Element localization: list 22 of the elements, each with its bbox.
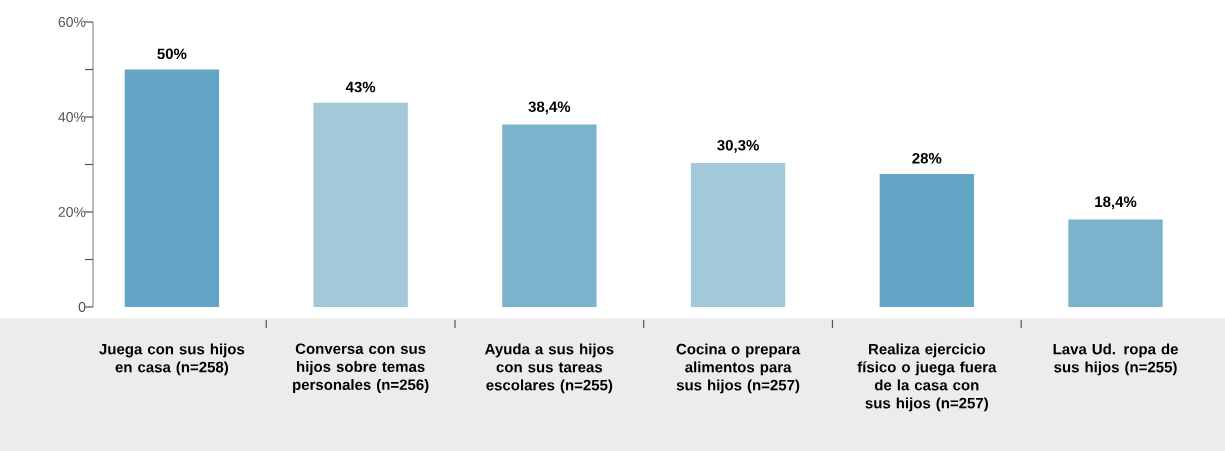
bar <box>502 124 597 307</box>
x-tick-label: Lava Ud. ropa de sus hijos (n=255) <box>1053 343 1178 376</box>
data-label: 50% <box>157 48 187 60</box>
data-label: 38,4% <box>528 101 571 115</box>
data-label: 18,4% <box>1095 196 1137 210</box>
y-tick-label: 40% <box>58 112 86 122</box>
y-tick-label: 60% <box>58 17 86 27</box>
bar <box>124 69 220 307</box>
data-label: 30,3% <box>717 139 759 153</box>
bar <box>313 102 408 307</box>
data-label: 28% <box>912 152 942 164</box>
y-tick-label: 0 <box>78 302 86 312</box>
bar <box>879 174 974 307</box>
x-tick-label: Ayuda a sus hijos con sus tareas escolares (n=255) <box>484 343 614 394</box>
x-tick-label: Realiza ejercicio físico o juega fuera de la casa con sus hijos (n=257) <box>857 343 997 412</box>
y-tick-label: 20% <box>58 207 86 217</box>
x-tick-label: Juega con sus hijos en casa (n=258) <box>99 343 245 376</box>
bar <box>690 163 786 307</box>
x-tick-label: Cocina o prepara alimentos para sus hijos (n=257) <box>676 343 801 394</box>
x-tick-label: Conversa con sus hijos sobre temas personales (n=256) <box>293 343 429 393</box>
bar <box>1068 219 1163 307</box>
data-label: 43% <box>345 81 376 93</box>
